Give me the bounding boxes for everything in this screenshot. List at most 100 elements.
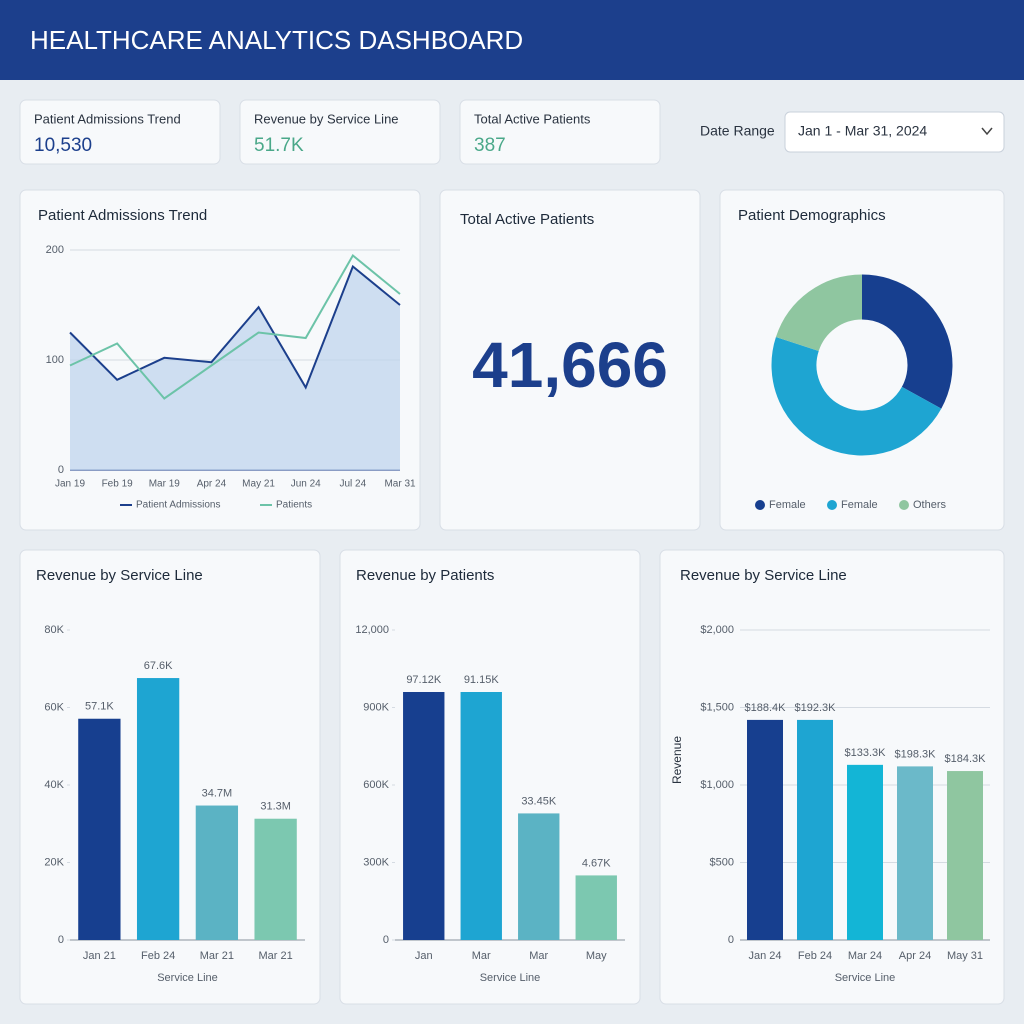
- card-title: Patient Demographics: [738, 207, 886, 224]
- y-tick-label: 0: [383, 934, 389, 946]
- y-tick-label: 12,000: [355, 624, 389, 636]
- legend-swatch: [899, 500, 909, 510]
- y-tick-label: 200: [46, 244, 64, 256]
- value-label: 31.3M: [260, 801, 291, 813]
- line: [69, 264, 401, 390]
- x-tick-label: Mar: [472, 950, 491, 962]
- card-title: Revenue by Patients: [356, 567, 494, 584]
- kpi-label: Total Active Patients: [474, 111, 591, 126]
- bar: [518, 813, 560, 940]
- x-axis-label: Service Line: [480, 972, 541, 984]
- x-tick-label: Jan 21: [83, 950, 116, 962]
- value-label: 33.45K: [521, 795, 557, 807]
- kpi-label: Revenue by Service Line: [254, 111, 399, 126]
- kpi-card: [239, 99, 441, 165]
- kpi-card: [459, 99, 661, 165]
- date-range-label: Date Range: [700, 123, 775, 139]
- line: [69, 253, 401, 400]
- kpi-label: Patient Admissions Trend: [34, 111, 181, 126]
- donut-segment: [771, 337, 942, 456]
- y-tick-label: $1,500: [700, 701, 734, 713]
- x-tick-label: Mar 21: [200, 950, 234, 962]
- x-tick-label: Feb 24: [141, 950, 175, 962]
- value-label: 34.7M: [202, 787, 233, 799]
- header-title: HEALTHCARE ANALYTICS DASHBOARD: [30, 25, 523, 55]
- donut-segment: [775, 274, 864, 352]
- bar: [847, 764, 883, 940]
- x-tick-label: Mar 31: [384, 479, 416, 490]
- x-axis-label: Service Line: [157, 972, 218, 984]
- legend-label: Female: [841, 499, 878, 511]
- bar: [897, 766, 933, 940]
- y-tick-label: 100: [46, 354, 64, 366]
- y-tick-label: 600K: [363, 779, 389, 791]
- y-tick-label: 20K: [44, 856, 64, 868]
- kpi-card: [19, 99, 221, 165]
- value-label: 4.67K: [582, 857, 611, 869]
- legend-label: Patient Admissions: [136, 500, 221, 511]
- bar: [136, 678, 180, 940]
- value-label: 57.1K: [85, 701, 114, 713]
- value-label: $198.3K: [895, 748, 937, 760]
- x-tick-label: Feb 19: [102, 479, 134, 490]
- y-axis-label: Revenue: [670, 736, 684, 784]
- header-bar: [0, 0, 1024, 80]
- y-tick-label: $500: [710, 856, 734, 868]
- x-tick-label: Mar 21: [259, 950, 293, 962]
- value-label: $192.3K: [795, 702, 837, 714]
- x-tick-label: Feb 24: [798, 950, 832, 962]
- y-tick-label: 0: [728, 934, 734, 946]
- big-number: 41,666: [472, 329, 668, 401]
- x-tick-label: May 31: [947, 950, 983, 962]
- x-tick-label: Jul 24: [340, 479, 367, 490]
- date-range-select[interactable]: [784, 111, 1005, 153]
- value-label: $133.3K: [845, 747, 887, 759]
- x-tick-label: Apr 24: [197, 479, 227, 490]
- bar: [403, 692, 445, 940]
- value-label: 91.15K: [464, 674, 500, 686]
- y-tick-label: $1,000: [700, 779, 734, 791]
- x-tick-label: Jan 19: [55, 479, 85, 490]
- value-label: $184.3K: [945, 753, 987, 765]
- legend-label: Patients: [276, 500, 312, 511]
- x-tick-label: May: [586, 950, 607, 962]
- x-axis-label: Service Line: [835, 972, 896, 984]
- y-tick-label: $2,000: [700, 624, 734, 636]
- card-title: Patient Admissions Trend: [38, 207, 207, 224]
- card-title: Revenue by Service Line: [36, 567, 203, 584]
- y-tick-label: 300K: [363, 856, 389, 868]
- date-range-value: Jan 1 - Mar 31, 2024: [798, 123, 927, 139]
- bar: [254, 818, 297, 940]
- donut-segment: [861, 274, 953, 409]
- bar: [78, 718, 121, 940]
- bar: [575, 875, 617, 940]
- x-tick-label: Mar 24: [848, 950, 882, 962]
- legend-label: Others: [913, 499, 947, 511]
- dropdown-chevron: [981, 127, 993, 136]
- kpi-value: 51.7K: [254, 135, 304, 156]
- card: [439, 189, 701, 531]
- value-label: 67.6K: [144, 660, 173, 672]
- value-label: 97.12K: [406, 674, 442, 686]
- y-tick-label: 40K: [44, 779, 64, 791]
- bar: [460, 692, 502, 940]
- x-tick-label: Jan 24: [748, 950, 781, 962]
- area: [70, 266, 400, 470]
- y-tick-label: 80K: [44, 624, 64, 636]
- kpi-value: 10,530: [34, 135, 92, 156]
- card: [719, 189, 1005, 531]
- y-tick-label: 60K: [44, 701, 64, 713]
- x-tick-label: May 21: [242, 479, 275, 490]
- bar: [947, 771, 983, 940]
- x-tick-label: Jun 24: [291, 479, 321, 490]
- y-tick-label: 0: [58, 934, 64, 946]
- x-tick-label: Jan: [415, 950, 433, 962]
- y-tick-label: 900K: [363, 701, 389, 713]
- y-tick-label: 0: [58, 464, 64, 476]
- bar: [797, 719, 833, 940]
- x-tick-label: Mar 19: [149, 479, 181, 490]
- bar: [747, 719, 783, 940]
- card-title: Revenue by Service Line: [680, 567, 847, 584]
- legend-label: Female: [769, 499, 806, 511]
